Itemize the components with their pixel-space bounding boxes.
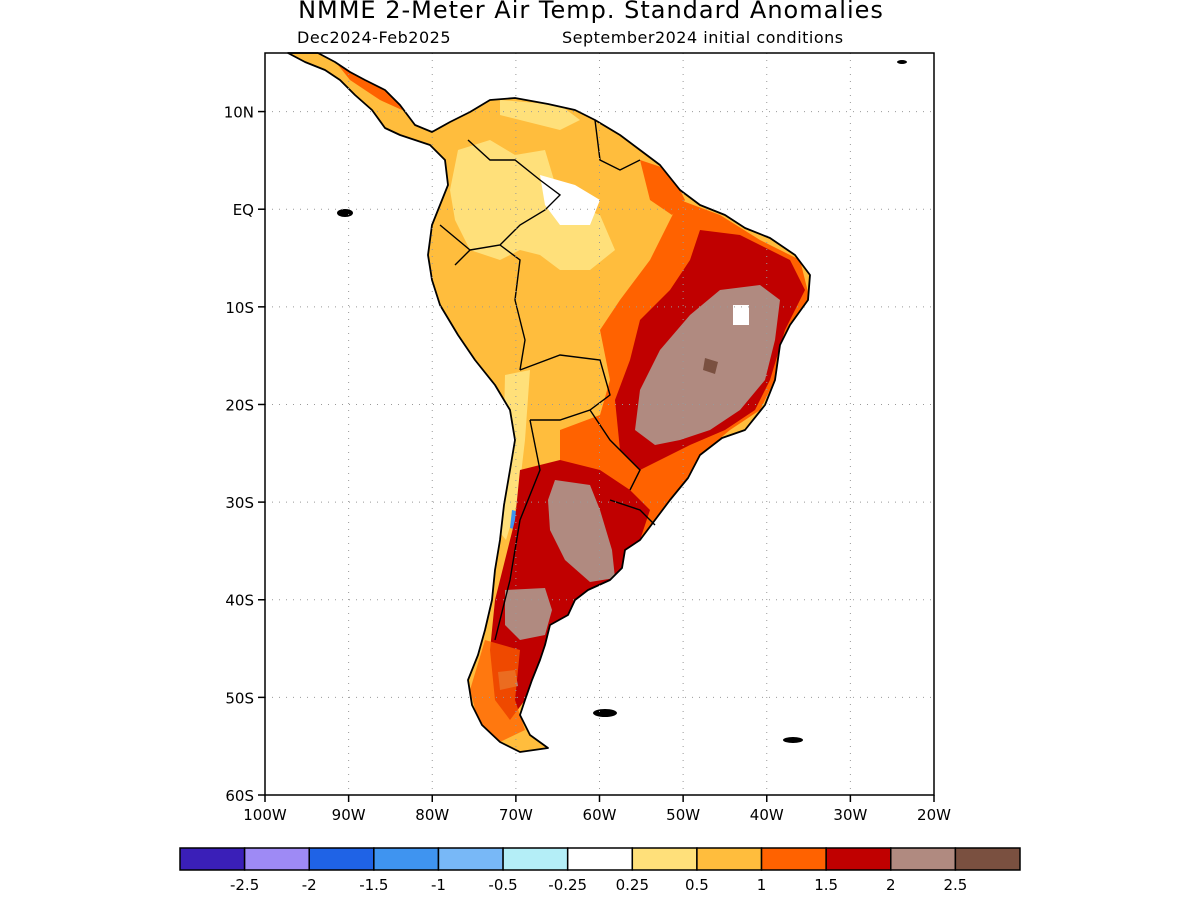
color-legend: -2.5 -2 -1.5 -1 -0.5 -0.25 0.25 0.5 1 1.5 2 2.5 [179, 847, 1021, 894]
legend-swatch [179, 847, 246, 871]
legend-label: -2 [302, 876, 317, 894]
legend-swatch [566, 847, 634, 871]
map-title: NMME 2-Meter Air Temp. Standard Anomalie… [298, 0, 884, 24]
lon-tick-label: 30W [833, 806, 867, 824]
legend-swatch [437, 847, 504, 871]
legend-label: 1 [757, 876, 767, 894]
legend-swatch [308, 847, 375, 871]
legend-label: -0.5 [488, 876, 517, 894]
border-ecuador [439, 224, 472, 266]
country-borders [439, 119, 656, 641]
legend-label: 2 [886, 876, 896, 894]
lat-tick-label: 10S [225, 299, 254, 317]
lon-tick-label: 50W [666, 806, 700, 824]
lon-tick-label: 90W [332, 806, 366, 824]
legend-label: -1 [431, 876, 446, 894]
legend-swatch [631, 847, 698, 871]
anomaly-region-neutral-amazon [540, 175, 600, 225]
anomaly-region-neutral-brazil-patch [733, 305, 749, 325]
lat-tick-label: 60S [225, 787, 254, 805]
anomaly-region-2-to-2.5-south [490, 460, 650, 720]
lon-tick-label: 20W [917, 806, 951, 824]
legend-swatch [825, 847, 892, 871]
legend-swatch [243, 847, 310, 871]
anomaly-region-above-2.5-patagonia [505, 588, 552, 640]
legend-swatch [760, 847, 827, 871]
anomaly-region-1.5-to-2-tierra-del-fuego [470, 640, 525, 742]
lon-tick-label: 70W [499, 806, 533, 824]
legend-swatch [373, 847, 440, 871]
lat-tick-label: 40S [225, 592, 254, 610]
border-uruguay [609, 499, 656, 526]
galapagos-islands [337, 209, 353, 217]
legend-label: -2.5 [230, 876, 259, 894]
legend-swatch [502, 847, 569, 871]
border-peru-brazil [499, 244, 526, 371]
lat-tick-label: 10N [224, 104, 254, 122]
lat-tick-label: EQ [233, 201, 254, 219]
lat-tick-label: 50S [225, 689, 254, 707]
legend-label: 1.5 [814, 876, 838, 894]
anomaly-region-brown-patch [703, 358, 718, 374]
border-chile-argentina [494, 419, 541, 641]
lon-tick-label: 100W [243, 806, 287, 824]
coastline [287, 52, 811, 753]
season-label: Dec2024-Feb2025 [297, 28, 451, 47]
legend-swatch [954, 847, 1021, 871]
legend-label: -1.5 [359, 876, 388, 894]
anomaly-region-above-2.5-argentina [548, 480, 615, 582]
lon-tick-label: 40W [750, 806, 784, 824]
anomaly-region-0.5-to-1-north [450, 140, 615, 270]
legend-swatch [890, 847, 957, 871]
legend-label: 0.25 [616, 876, 649, 894]
lat-tick-label: 30S [225, 494, 254, 512]
legend-label: 0.5 [685, 876, 709, 894]
border-colombia [467, 139, 562, 251]
south-georgia-island [783, 737, 803, 743]
initial-conditions-label: September2024 initial conditions [562, 28, 844, 47]
atlantic-islet [897, 60, 907, 64]
legend-label: 2.5 [943, 876, 967, 894]
border-bolivia [519, 354, 611, 421]
legend-swatch [696, 847, 763, 871]
lat-tick-label: 20S [225, 396, 254, 414]
graticule [265, 53, 934, 795]
falkland-islands [593, 709, 617, 717]
lon-tick-label: 60W [583, 806, 617, 824]
border-venezuela [594, 119, 641, 171]
legend-label: -0.25 [548, 876, 587, 894]
anomaly-region-guianas [640, 160, 685, 215]
lon-tick-label: 80W [415, 806, 449, 824]
